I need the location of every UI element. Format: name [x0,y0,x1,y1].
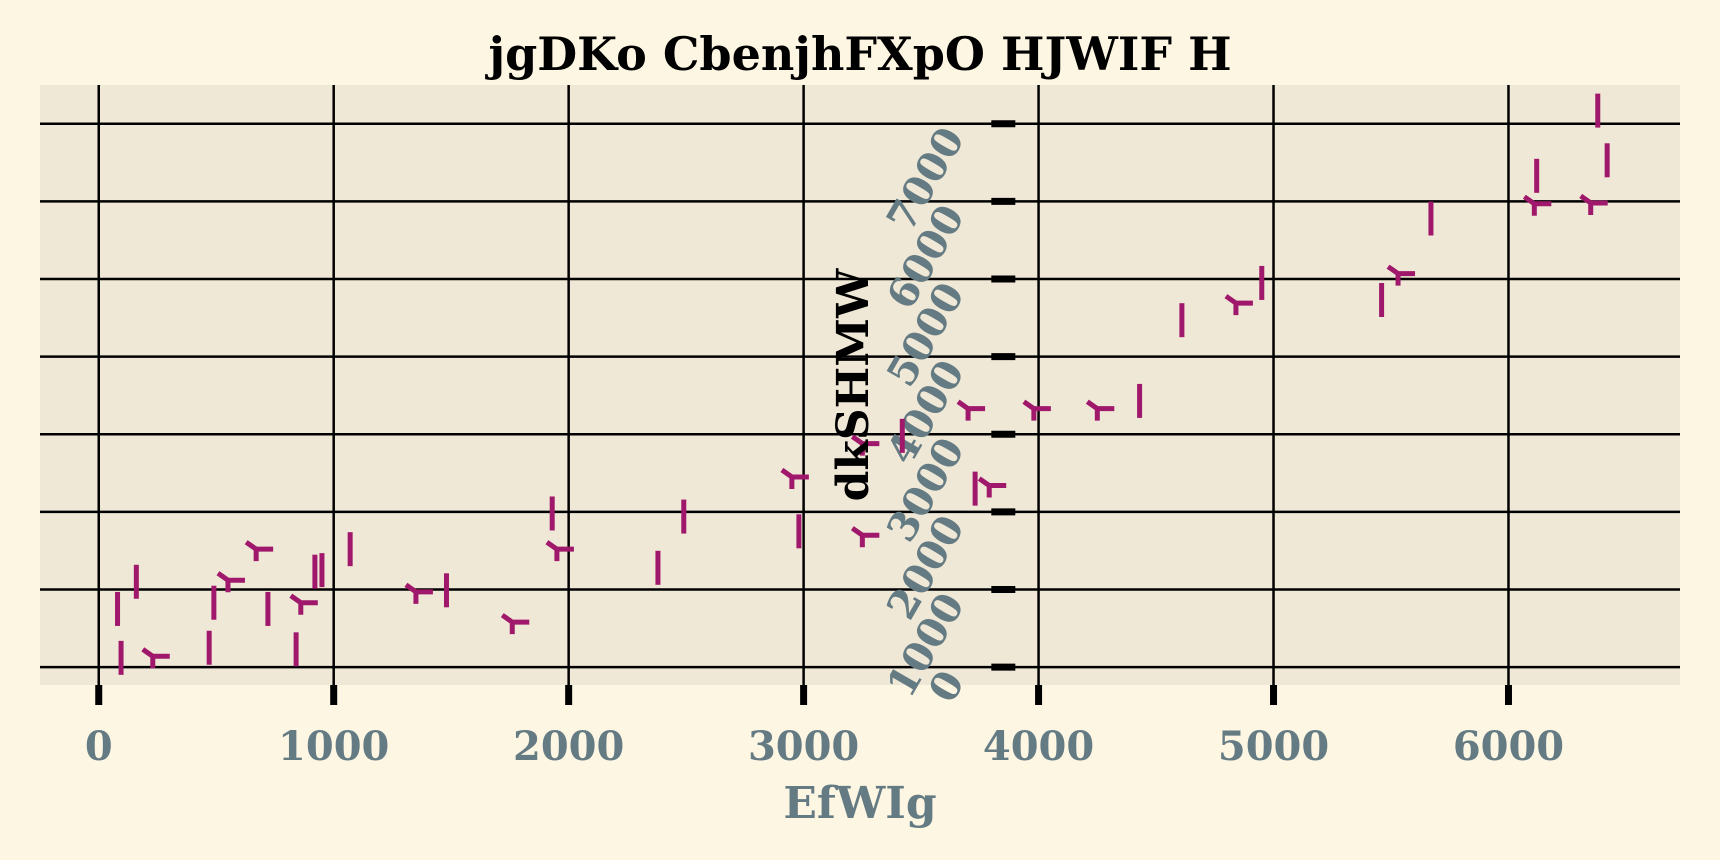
x-tick-label: 3000 [748,723,859,770]
tri-down-marker [977,476,1007,498]
y-axis-label: dkSHMW [828,268,879,501]
tri-down-marker [780,467,809,489]
x-tick-label: 6000 [1453,723,1564,770]
x-tick-label: 1000 [278,723,389,770]
tri-down-marker [1224,294,1253,316]
tri-down-marker [1022,399,1051,421]
tri-down-marker [956,399,986,421]
x-tick-label: 0 [85,723,113,770]
tri-down-marker [1085,399,1115,421]
tri-down-marker [1522,194,1552,216]
tri-down-marker [216,571,245,593]
tri-down-marker [244,540,274,562]
tri-down-marker [545,540,574,562]
tri-down-marker [500,613,530,635]
x-axis-label: EfWIg [783,778,936,829]
tri-down-marker [850,434,880,456]
chart-title: jgDKo CbenjhFXpO HJWIF H [484,27,1231,81]
grid [40,85,1680,685]
tri-down-marker [1579,193,1608,215]
x-tick-label: 2000 [513,723,624,770]
tri-down-marker [289,593,318,615]
x-tick-label: 4000 [983,723,1094,770]
tri-down-marker [141,647,170,669]
x-tick-label: 5000 [1218,723,1329,770]
data-points [115,93,1610,675]
tri-down-marker [404,582,433,604]
tri-down-marker [850,526,880,548]
tri-down-marker [1386,264,1416,286]
